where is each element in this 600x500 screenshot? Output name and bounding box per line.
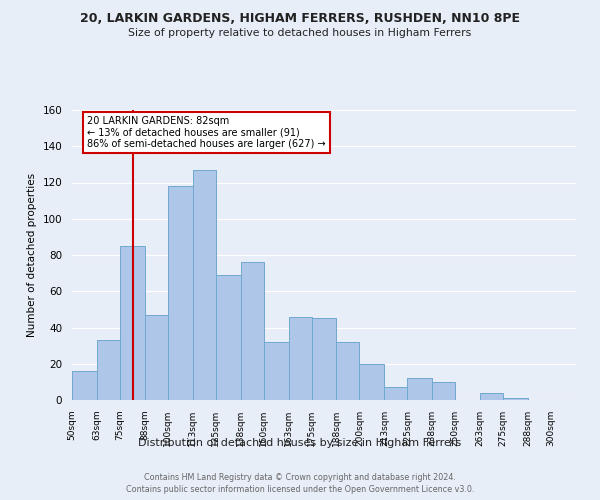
Bar xyxy=(72,371,97,400)
Bar xyxy=(145,315,168,400)
Text: Distribution of detached houses by size in Higham Ferrers: Distribution of detached houses by size … xyxy=(139,438,461,448)
Bar xyxy=(263,342,289,400)
Bar xyxy=(216,275,241,400)
Bar xyxy=(311,318,337,400)
Bar xyxy=(407,378,432,400)
Bar xyxy=(241,262,263,400)
Bar xyxy=(97,340,120,400)
Text: 20, LARKIN GARDENS, HIGHAM FERRERS, RUSHDEN, NN10 8PE: 20, LARKIN GARDENS, HIGHAM FERRERS, RUSH… xyxy=(80,12,520,26)
Text: Contains public sector information licensed under the Open Government Licence v3: Contains public sector information licen… xyxy=(126,485,474,494)
Bar xyxy=(193,170,216,400)
Bar xyxy=(120,246,145,400)
Bar xyxy=(432,382,455,400)
Bar xyxy=(385,388,407,400)
Bar xyxy=(337,342,359,400)
Text: 20 LARKIN GARDENS: 82sqm
← 13% of detached houses are smaller (91)
86% of semi-d: 20 LARKIN GARDENS: 82sqm ← 13% of detach… xyxy=(87,116,326,149)
Y-axis label: Number of detached properties: Number of detached properties xyxy=(27,173,37,337)
Bar xyxy=(168,186,193,400)
Bar xyxy=(480,393,503,400)
Text: Contains HM Land Registry data © Crown copyright and database right 2024.: Contains HM Land Registry data © Crown c… xyxy=(144,472,456,482)
Bar xyxy=(359,364,385,400)
Text: Size of property relative to detached houses in Higham Ferrers: Size of property relative to detached ho… xyxy=(128,28,472,38)
Bar xyxy=(289,316,311,400)
Bar xyxy=(503,398,528,400)
